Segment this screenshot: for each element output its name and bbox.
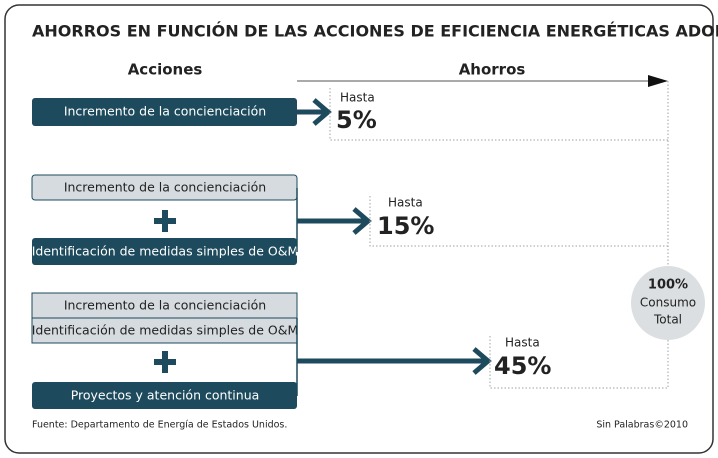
action-box	[32, 382, 297, 409]
action-box	[32, 98, 297, 126]
title: AHORROS EN FUNCIÓN DE LAS ACCIONES DE EF…	[32, 22, 718, 41]
savings-bracket	[329, 88, 668, 141]
plus	[154, 210, 176, 232]
savings-prefix: Hasta	[340, 91, 375, 105]
action-label: Incremento de la concienciación	[64, 104, 266, 119]
savings-heading: Ahorros	[459, 61, 526, 79]
savings-value: 5%	[336, 106, 377, 134]
savings-prefix: Hasta	[388, 196, 423, 210]
scale-arrowhead	[648, 75, 668, 87]
action-box	[32, 238, 297, 265]
savings-value: 15%	[377, 212, 434, 240]
arrow	[297, 347, 492, 375]
action-box	[31, 174, 298, 201]
total-circle	[631, 266, 705, 340]
arrow	[297, 207, 372, 235]
actions-heading: Acciones	[128, 61, 203, 79]
total-label: Consumo	[640, 296, 696, 310]
total-label: Total	[653, 313, 682, 327]
action-label: Identificación de medidas simples de O&M	[32, 323, 299, 338]
total-value: 100%	[648, 278, 688, 293]
savings-bracket	[369, 196, 668, 247]
action-label: Identificación de medidas simples de O&M	[32, 244, 299, 259]
savings-value: 45%	[494, 352, 551, 380]
plus	[154, 351, 176, 373]
savings-prefix: Hasta	[505, 336, 540, 350]
action-label: Proyectos y atención continua	[71, 388, 260, 403]
source: Fuente: Departamento de Energía de Estad…	[32, 420, 287, 431]
action-label: Incremento de la concienciación	[64, 298, 266, 313]
action-label: Incremento de la concienciación	[64, 180, 266, 195]
action-box	[31, 317, 298, 344]
credit: Sin Palabras©2010	[596, 420, 688, 431]
arrow	[297, 98, 332, 126]
